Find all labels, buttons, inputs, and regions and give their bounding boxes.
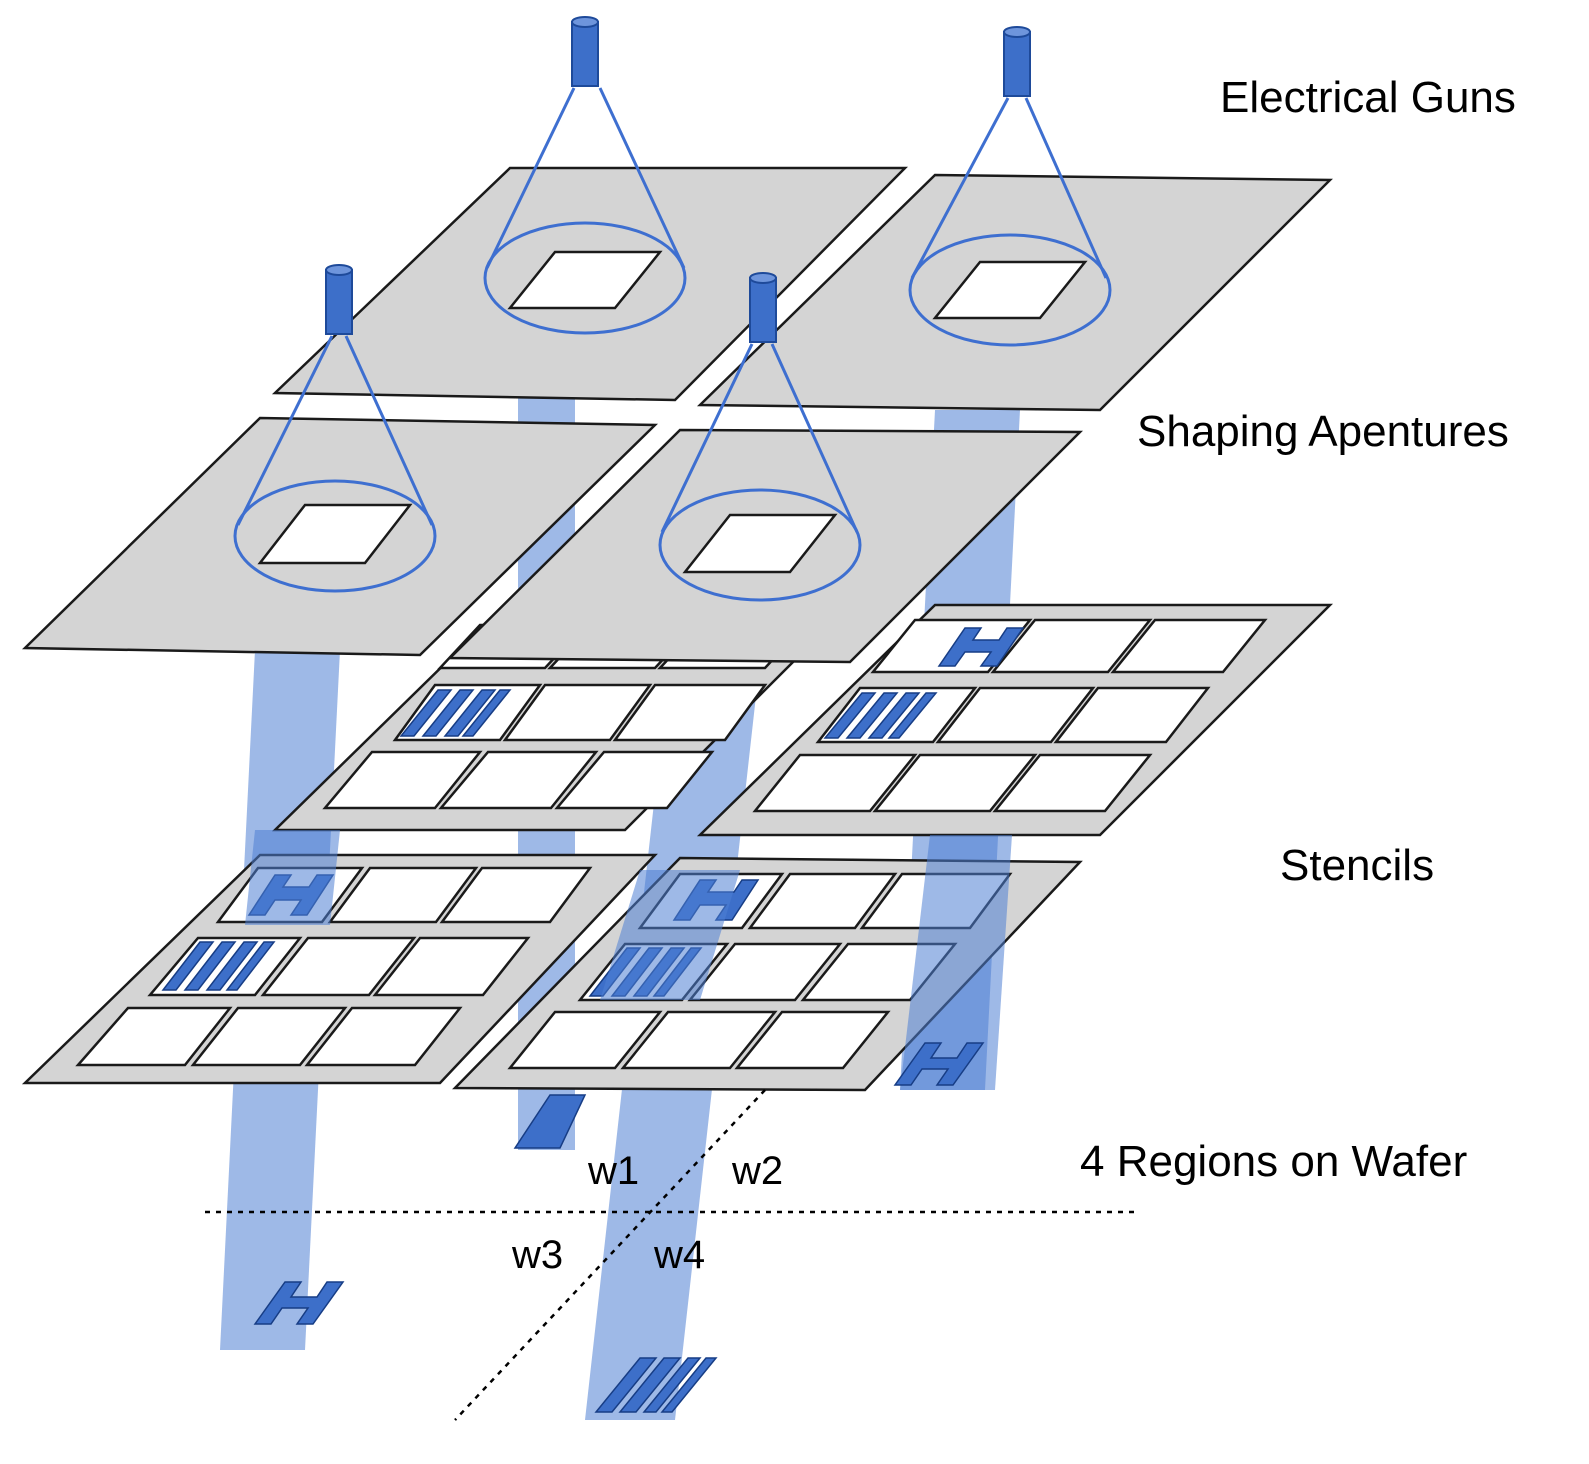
- line-pattern-icon: [618, 1357, 682, 1413]
- region-w3: w3: [511, 1233, 563, 1277]
- electrical-gun-icon: [325, 264, 353, 335]
- beam-cones: [233, 87, 1112, 602]
- region-w4: w4: [653, 1233, 705, 1277]
- bar-pattern-icon: [513, 1094, 587, 1149]
- electrical-gun-icon: [571, 16, 599, 87]
- h-pattern-icon: [253, 1281, 345, 1325]
- h-pattern-icon: [893, 1042, 985, 1086]
- aperture-front-left: [21, 416, 659, 657]
- line-pattern-icon: [642, 1357, 702, 1413]
- line-pattern-icon: [660, 1357, 718, 1413]
- region-w1: w1: [587, 1149, 639, 1193]
- region-w2: w2: [731, 1149, 783, 1193]
- aperture-back-right: [696, 173, 1333, 412]
- label-regions-on-wafer: 4 Regions on Wafer: [1080, 1137, 1467, 1186]
- wafer-region-dividers: [205, 1089, 1140, 1421]
- beam-overlay: [245, 830, 1012, 1090]
- wafer-patterns: [253, 1042, 985, 1413]
- aperture-front-right: [446, 428, 1084, 664]
- stencil-back-right: [696, 603, 1334, 837]
- aperture-back-left: [271, 166, 908, 402]
- label-stencils: Stencils: [1280, 841, 1434, 890]
- line-pattern-icon: [594, 1357, 658, 1413]
- label-electrical-guns: Electrical Guns: [1220, 73, 1516, 122]
- label-shaping-apertures: Shaping Apentures: [1137, 407, 1509, 456]
- electrical-gun-icon: [749, 272, 777, 343]
- diagonal-divider: [454, 1089, 766, 1421]
- electrical-gun-icon: [1003, 26, 1031, 97]
